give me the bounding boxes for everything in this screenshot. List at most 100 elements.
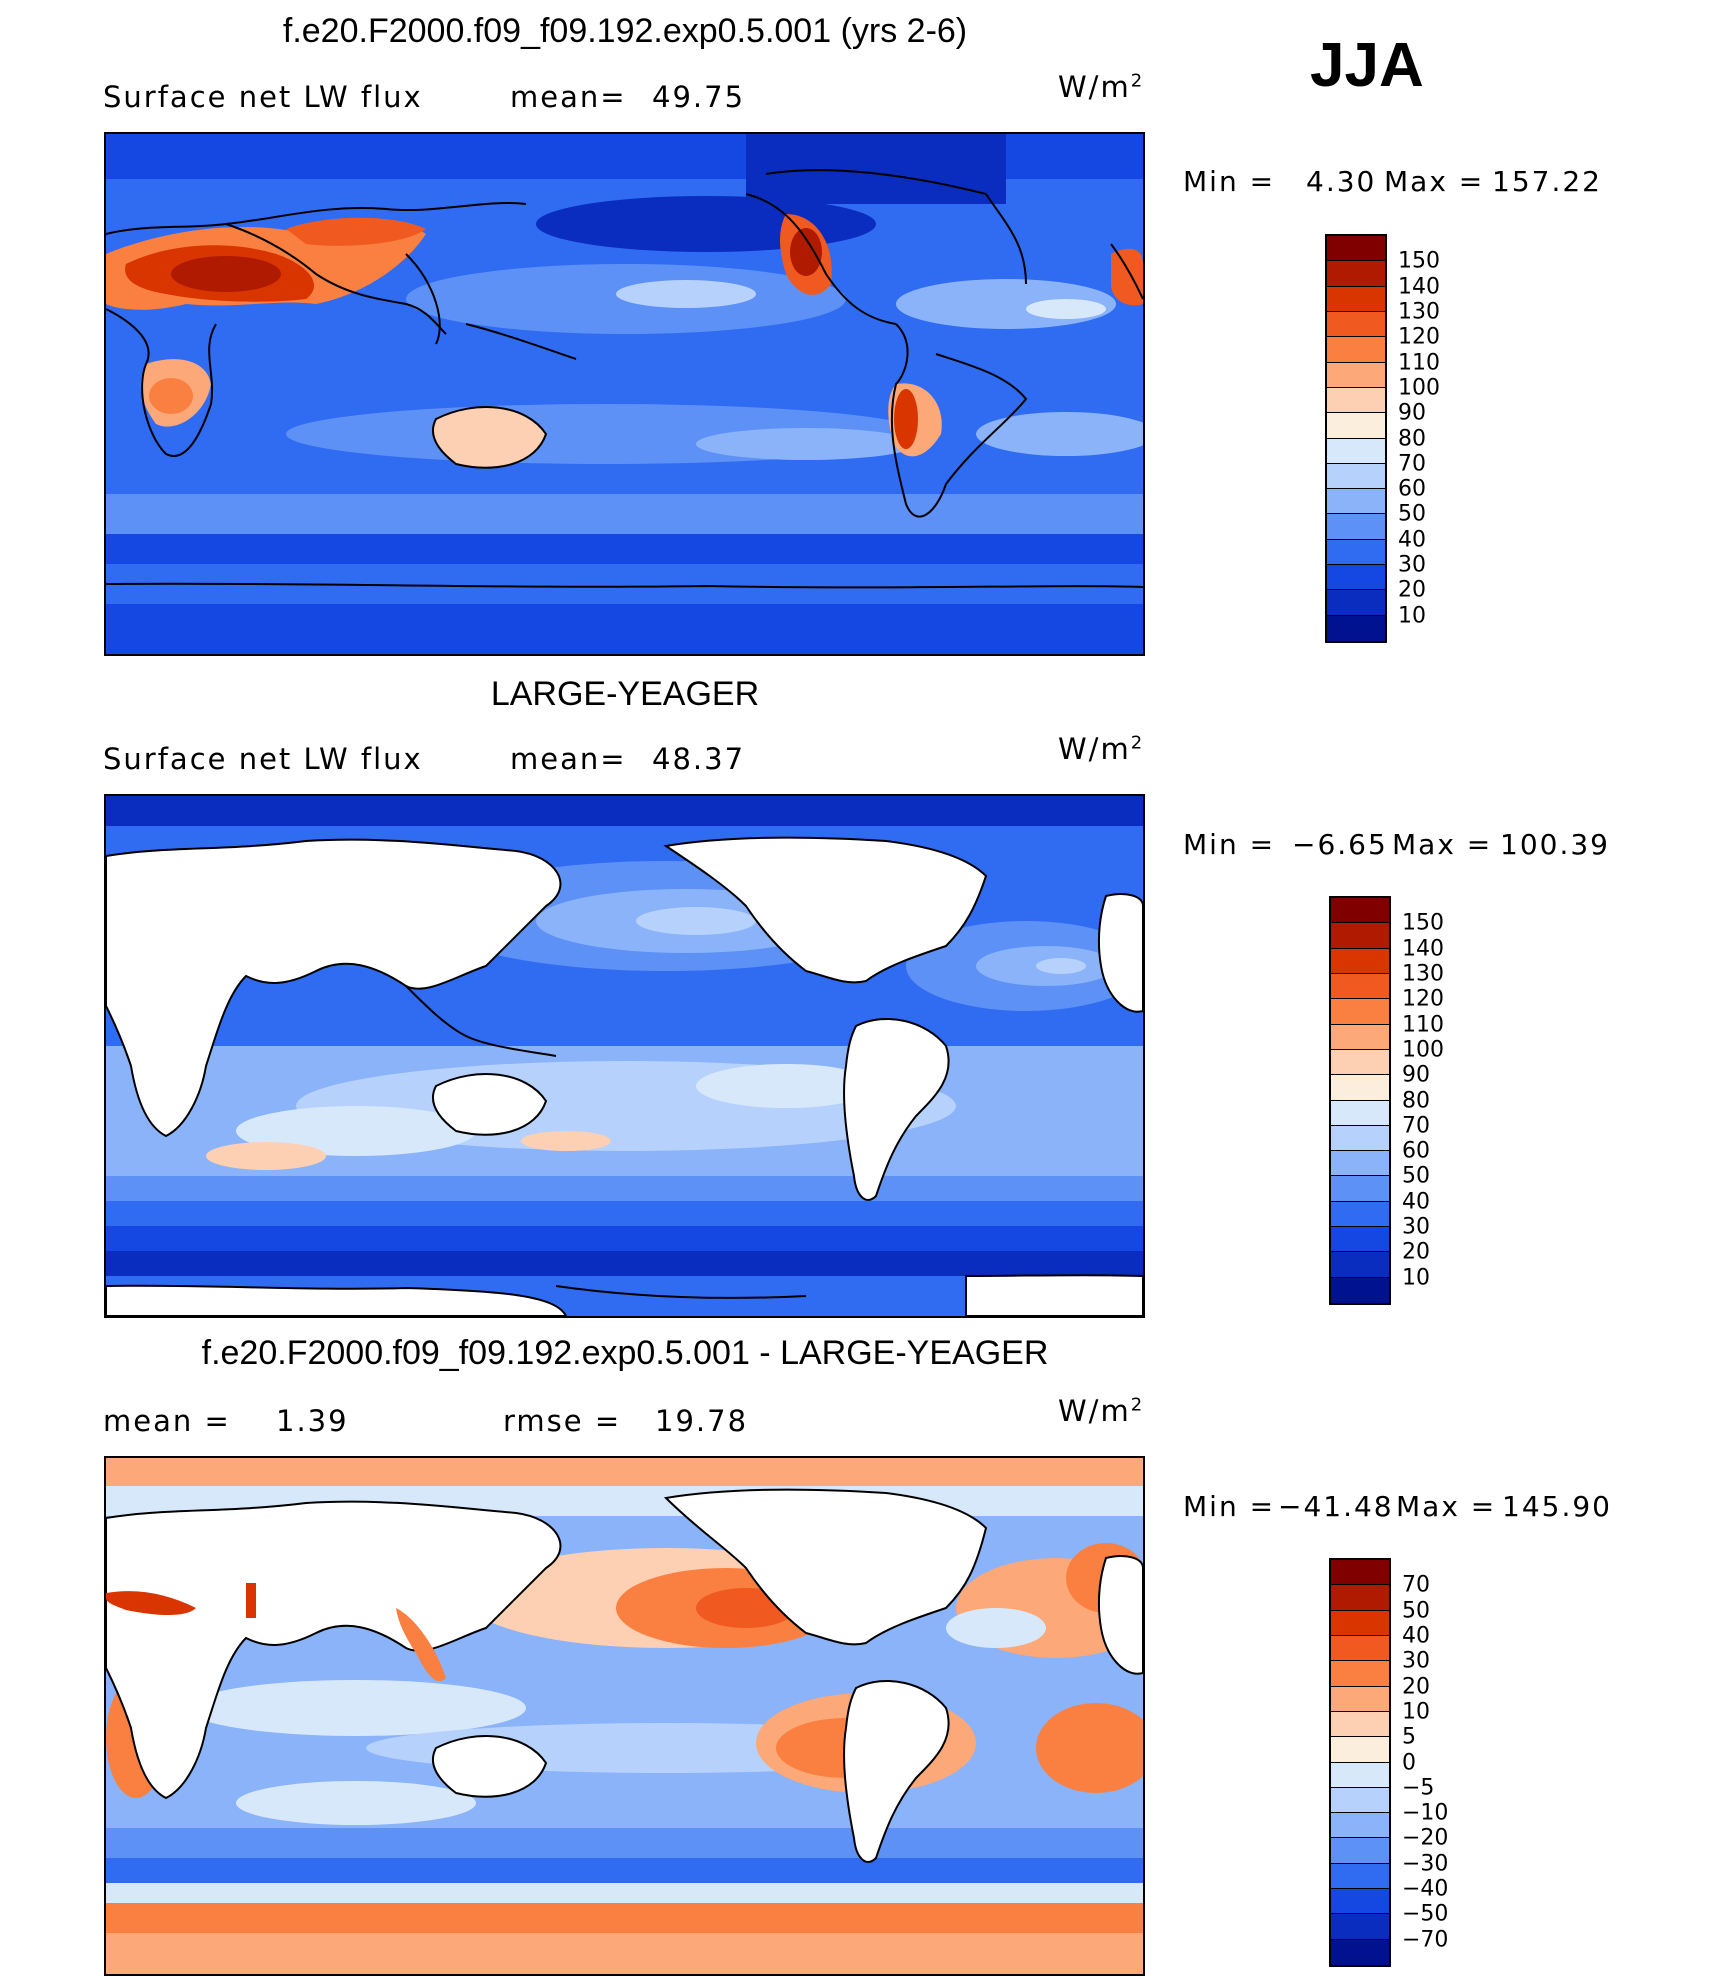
panel-1-title: f.e20.F2000.f09_f09.192.exp0.5.001 (yrs … bbox=[282, 12, 968, 50]
panel-3-units: W/m2 bbox=[1058, 1394, 1143, 1428]
colorbar-swatch bbox=[1327, 286, 1385, 312]
colorbar-tick-label: −30 bbox=[1402, 1851, 1449, 1877]
colorbar-tick-label: 120 bbox=[1398, 324, 1440, 350]
panel-3-rmse-label: rmse = bbox=[503, 1404, 622, 1438]
colorbar-tick-label: 130 bbox=[1402, 961, 1444, 987]
colorbar-tick-label: 0 bbox=[1402, 1750, 1416, 1775]
colorbar-swatch bbox=[1327, 590, 1385, 616]
colorbar-swatch bbox=[1327, 438, 1385, 464]
panel-2-mean-value: 48.37 bbox=[652, 742, 746, 776]
colorbar-swatch bbox=[1327, 514, 1385, 540]
panel-3-rmse-value: 19.78 bbox=[655, 1404, 749, 1438]
colorbar-swatch bbox=[1331, 1176, 1389, 1202]
colorbar-swatch bbox=[1331, 1100, 1389, 1126]
colorbar-swatch bbox=[1327, 489, 1385, 515]
colorbar-tick-label: 30 bbox=[1402, 1648, 1430, 1674]
colorbar-swatch bbox=[1331, 898, 1389, 924]
panel-2-min-label: Min = bbox=[1183, 828, 1276, 861]
colorbar-swatch bbox=[1331, 1075, 1389, 1101]
colorbar-tick-label: 150 bbox=[1402, 910, 1444, 936]
colorbar-swatch bbox=[1331, 999, 1389, 1025]
colorbar-tick-label: 90 bbox=[1398, 400, 1426, 426]
colorbar-tick-label: −5 bbox=[1402, 1775, 1435, 1801]
colorbar-swatch bbox=[1327, 236, 1385, 262]
panel-2-map bbox=[104, 794, 1145, 1318]
colorbar-tick-label: 60 bbox=[1398, 476, 1426, 502]
colorbar-tick-label: 30 bbox=[1398, 552, 1426, 578]
colorbar-swatch bbox=[1331, 1049, 1389, 1076]
colorbar-tick-label: 50 bbox=[1398, 501, 1426, 527]
colorbar-swatch bbox=[1331, 1024, 1389, 1050]
colorbar-swatch bbox=[1331, 1889, 1389, 1915]
season-label: JJA bbox=[1310, 31, 1424, 100]
colorbar-tick-label: 70 bbox=[1402, 1113, 1430, 1139]
colorbar-tick-label: 90 bbox=[1402, 1062, 1430, 1088]
colorbar-tick-label: 10 bbox=[1402, 1265, 1430, 1291]
colorbar-swatch bbox=[1331, 1863, 1389, 1890]
colorbar-swatch bbox=[1327, 261, 1385, 287]
colorbar-swatch bbox=[1331, 1635, 1389, 1662]
colorbar-swatch bbox=[1331, 973, 1389, 1000]
colorbar-swatch bbox=[1331, 1661, 1389, 1687]
colorbar-swatch bbox=[1327, 362, 1385, 388]
panel-3-max-value: 145.90 bbox=[1502, 1490, 1612, 1523]
panel-2-colorbar bbox=[1329, 896, 1391, 1305]
colorbar-tick-label: 50 bbox=[1402, 1598, 1430, 1624]
colorbar-tick-label: 140 bbox=[1402, 936, 1444, 962]
colorbar-tick-label: −10 bbox=[1402, 1800, 1449, 1826]
panel-1-min-label: Min = bbox=[1183, 165, 1276, 198]
panel-3-title: f.e20.F2000.f09_f09.192.exp0.5.001 - LAR… bbox=[201, 1334, 1049, 1372]
panel-2-title: LARGE-YEAGER bbox=[490, 675, 760, 713]
panel-2-units: W/m2 bbox=[1058, 732, 1143, 766]
colorbar-tick-label: 100 bbox=[1398, 375, 1440, 401]
colorbar-tick-label: 40 bbox=[1402, 1189, 1430, 1215]
panel-1-min-value: 4.30 bbox=[1306, 165, 1377, 198]
colorbar-swatch bbox=[1327, 337, 1385, 363]
colorbar-swatch bbox=[1331, 1939, 1389, 1965]
colorbar-swatch bbox=[1331, 1711, 1389, 1738]
colorbar-tick-label: 10 bbox=[1402, 1699, 1430, 1725]
panel-1-colorbar bbox=[1325, 234, 1387, 643]
panel-1-units: W/m2 bbox=[1058, 70, 1143, 104]
panel-1-map bbox=[104, 132, 1145, 656]
panel-2-max-label: Max = bbox=[1392, 828, 1493, 861]
colorbar-swatch bbox=[1331, 948, 1389, 974]
colorbar-tick-label: 30 bbox=[1402, 1214, 1430, 1240]
colorbar-swatch bbox=[1331, 1560, 1389, 1586]
colorbar-swatch bbox=[1331, 1838, 1389, 1864]
colorbar-tick-label: −40 bbox=[1402, 1876, 1449, 1902]
colorbar-tick-label: 60 bbox=[1402, 1138, 1430, 1164]
panel-3-colorbar bbox=[1329, 1558, 1391, 1967]
colorbar-tick-label: 110 bbox=[1398, 350, 1440, 376]
panel-3-min-label: Min = bbox=[1183, 1490, 1276, 1523]
colorbar-swatch bbox=[1331, 1227, 1389, 1253]
colorbar-tick-label: 20 bbox=[1402, 1239, 1430, 1265]
colorbar-swatch bbox=[1331, 1813, 1389, 1839]
panel-1-max-value: 157.22 bbox=[1492, 165, 1602, 198]
colorbar-tick-label: 130 bbox=[1398, 299, 1440, 325]
colorbar-swatch bbox=[1331, 1125, 1389, 1152]
panel-2-min-value: −6.65 bbox=[1292, 828, 1388, 861]
colorbar-tick-label: 140 bbox=[1398, 274, 1440, 300]
panel-2-variable-label: Surface net LW flux bbox=[103, 742, 423, 776]
colorbar-tick-label: 120 bbox=[1402, 986, 1444, 1012]
colorbar-swatch bbox=[1331, 1686, 1389, 1712]
colorbar-tick-label: 150 bbox=[1398, 248, 1440, 274]
panel-3-max-label: Max = bbox=[1396, 1490, 1497, 1523]
colorbar-swatch bbox=[1331, 1252, 1389, 1278]
colorbar-tick-label: −70 bbox=[1402, 1927, 1449, 1953]
colorbar-swatch bbox=[1331, 1277, 1389, 1303]
colorbar-tick-label: 70 bbox=[1398, 451, 1426, 477]
colorbar-tick-label: 20 bbox=[1398, 577, 1426, 603]
colorbar-swatch bbox=[1331, 923, 1389, 949]
colorbar-swatch bbox=[1327, 463, 1385, 490]
panel-3-min-value: −41.48 bbox=[1278, 1490, 1394, 1523]
colorbar-swatch bbox=[1331, 1610, 1389, 1636]
panel-1-variable-label: Surface net LW flux bbox=[103, 80, 423, 114]
colorbar-swatch bbox=[1331, 1151, 1389, 1177]
colorbar-tick-label: 50 bbox=[1402, 1163, 1430, 1189]
colorbar-tick-label: 80 bbox=[1398, 426, 1426, 451]
colorbar-swatch bbox=[1331, 1737, 1389, 1763]
panel-3-mean-value: 1.39 bbox=[276, 1404, 349, 1438]
colorbar-swatch bbox=[1327, 539, 1385, 566]
